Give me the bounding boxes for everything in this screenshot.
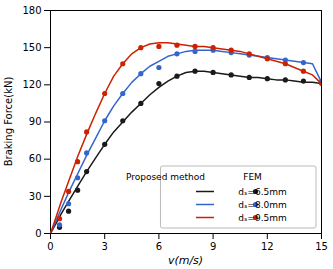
svg-text:Proposed method: Proposed method [126, 172, 205, 182]
svg-text:dₛ=9.5mm: dₛ=9.5mm [238, 213, 286, 223]
svg-text:0: 0 [35, 228, 41, 239]
svg-text:30: 30 [29, 191, 42, 202]
svg-text:Braking Force(kN): Braking Force(kN) [3, 77, 14, 167]
svg-text:dₛ=6.5mm: dₛ=6.5mm [238, 187, 286, 197]
svg-text:15: 15 [315, 241, 328, 252]
svg-text:12: 12 [261, 241, 274, 252]
svg-text:90: 90 [29, 116, 42, 127]
svg-text:FEM: FEM [243, 172, 262, 182]
svg-text:3: 3 [102, 241, 108, 252]
svg-text:6: 6 [156, 241, 162, 252]
svg-text:dₛ=8.0mm: dₛ=8.0mm [238, 200, 286, 210]
svg-text:0: 0 [47, 241, 53, 252]
svg-text:150: 150 [22, 42, 41, 53]
svg-text:180: 180 [22, 5, 41, 16]
svg-text:120: 120 [22, 79, 41, 90]
svg-text:60: 60 [29, 153, 42, 164]
svg-text:v(m/s): v(m/s) [168, 254, 203, 267]
svg-text:9: 9 [210, 241, 216, 252]
